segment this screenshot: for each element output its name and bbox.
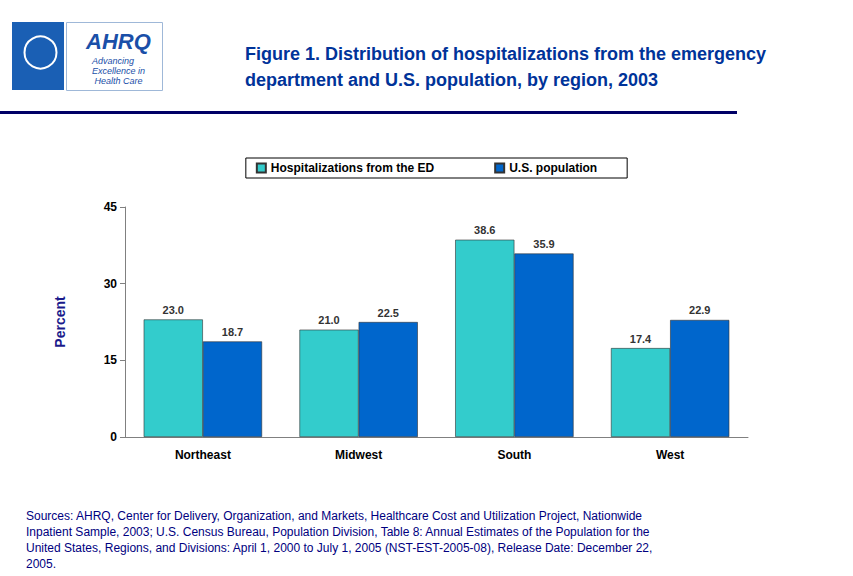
svg-text:38.6: 38.6	[474, 224, 495, 236]
svg-text:22.5: 22.5	[378, 307, 399, 319]
svg-text:Figure 1. Distribution of hosp: Figure 1. Distribution of hospitalizatio…	[245, 44, 771, 64]
svg-text:35.9: 35.9	[533, 238, 554, 250]
svg-text:Northeast: Northeast	[175, 448, 231, 462]
svg-text:Hospitalizations from the ED: Hospitalizations from the ED	[271, 161, 435, 175]
svg-text:30: 30	[104, 277, 118, 291]
svg-text:15: 15	[104, 353, 118, 367]
svg-text:United States, Regions, and Di: United States, Regions, and Divisions: A…	[26, 541, 656, 555]
svg-text:Percent: Percent	[52, 296, 68, 348]
svg-text:0: 0	[110, 430, 117, 444]
svg-text:18.7: 18.7	[222, 326, 243, 338]
svg-text:Sources: AHRQ, Center for Deli: Sources: AHRQ, Center for Delivery, Orga…	[26, 509, 645, 523]
svg-text:23.0: 23.0	[163, 304, 184, 316]
svg-text:South: South	[497, 448, 531, 462]
svg-text:department and U.S. population: department and U.S. population, by regio…	[245, 70, 658, 90]
svg-text:U.S. population: U.S. population	[509, 161, 597, 175]
svg-text:Inpatient Sample, 2003; U.S. C: Inpatient Sample, 2003; U.S. Census Bure…	[26, 525, 653, 539]
svg-text:17.4: 17.4	[630, 333, 652, 345]
svg-text:22.9: 22.9	[689, 304, 710, 316]
svg-text:AHRQ: AHRQ	[85, 29, 151, 54]
svg-text:45: 45	[104, 200, 118, 214]
svg-text:Excellence in: Excellence in	[92, 66, 145, 76]
svg-text:21.0: 21.0	[318, 314, 339, 326]
svg-text:Advancing: Advancing	[91, 56, 137, 66]
svg-text:Midwest: Midwest	[335, 448, 382, 462]
svg-text:West: West	[656, 448, 684, 462]
svg-text:2005.: 2005.	[26, 557, 56, 571]
svg-text:Health Care: Health Care	[92, 76, 143, 86]
